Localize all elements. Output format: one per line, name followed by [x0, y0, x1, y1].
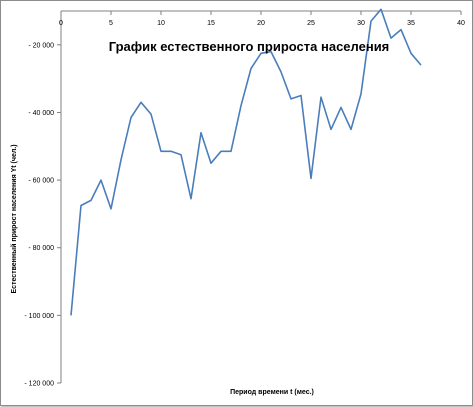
chart-title: График естественного прироста населения — [109, 39, 390, 54]
x-axis-title: Период времени t (мес.) — [230, 389, 314, 396]
x-tick-label: 5 — [109, 20, 113, 27]
y-tick-label: - 100 000 — [24, 313, 54, 320]
x-tick-label: 30 — [357, 20, 365, 27]
x-tick-label: 15 — [207, 20, 215, 27]
x-tick-label: 35 — [407, 20, 415, 27]
series — [70, 8, 422, 316]
y-tick-label: - 20 000 — [28, 42, 54, 49]
y-tick-label: - 60 000 — [28, 178, 54, 185]
x-tick-label: 0 — [59, 20, 63, 27]
y-axis-title: Естественный прирост населения Yt (чел.) — [10, 144, 18, 293]
y-axis: - 20 000 - 40 000 - 60 000 - 80 000 - 100 00… — [24, 11, 62, 388]
x-tick-label: 40 — [457, 20, 465, 27]
x-axis: 0 5 10 15 20 25 30 35 40 — [59, 10, 465, 27]
x-tick-label: 20 — [257, 20, 265, 27]
series-line — [70, 8, 422, 316]
x-tick-label: 10 — [157, 20, 165, 27]
y-tick-label: - 40 000 — [28, 110, 54, 117]
x-tick-label: 25 — [307, 20, 315, 27]
y-tick-label: - 80 000 — [28, 245, 54, 252]
y-tick-label: - 120 000 — [24, 381, 54, 388]
